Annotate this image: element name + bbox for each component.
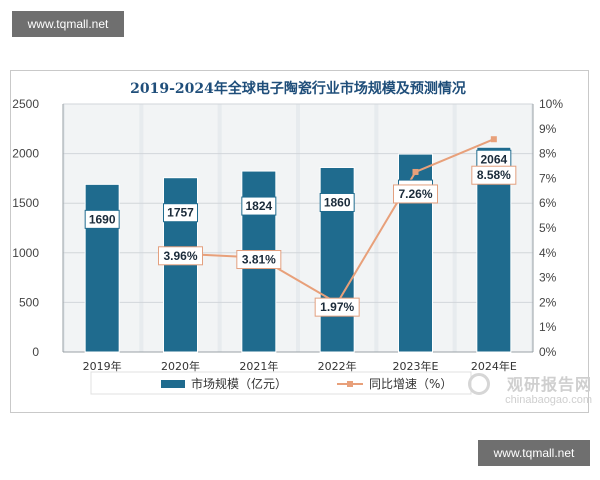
line-value-label: 1.97% — [320, 300, 354, 314]
x-axis-tick-label: 2020年 — [161, 359, 200, 373]
bar-value-label-box — [241, 196, 277, 216]
bar — [84, 183, 120, 353]
x-axis-tick-label: 2024年E — [471, 359, 517, 373]
x-axis-tick-label: 2019年 — [83, 359, 122, 373]
brand-watermark: 观研报告网 chinabaogao.com — [468, 371, 592, 411]
y2-axis-tick-label: 9% — [539, 122, 557, 136]
bar-value-label: 1860 — [324, 195, 351, 209]
line-value-label-box — [314, 297, 360, 317]
bar-value-label: 1757 — [167, 206, 194, 220]
x-axis-tick-label: 2022年 — [318, 359, 357, 373]
y2-axis-tick-label: 4% — [539, 246, 557, 260]
x-axis-tick-label: 2021年 — [239, 359, 278, 373]
legend-swatch-bars — [161, 380, 185, 388]
legend-label-bars: 市场规模（亿元） — [191, 376, 287, 391]
y2-axis-tick-label: 7% — [539, 171, 557, 185]
bar-value-label-box — [163, 203, 198, 223]
watermark-top: www.tqmall.net — [12, 11, 124, 37]
y2-axis-tick-label: 6% — [539, 196, 557, 210]
y-axis-tick-label: 2000 — [12, 147, 39, 161]
y-axis-tick-label: 0 — [32, 345, 39, 359]
bar-value-label-box — [319, 192, 355, 212]
bar-value-label: 2064 — [480, 152, 507, 166]
growth-point — [490, 136, 497, 143]
y2-axis-tick-label: 1% — [539, 320, 557, 334]
plot-background — [63, 104, 533, 352]
line-value-label-box — [158, 246, 203, 266]
y2-axis-tick-label: 8% — [539, 147, 557, 161]
y2-axis-tick-label: 10% — [539, 97, 563, 111]
chart-frame: 2019-2024年全球电子陶瓷行业市场规模及预测情况 0 500 1000 1500 2… — [10, 70, 589, 413]
line-value-label: 3.81% — [242, 253, 276, 267]
y2-axis-tick-label: 3% — [539, 271, 557, 285]
chart-title: 2019-2024年全球电子陶瓷行业市场规模及预测情况 — [130, 80, 466, 97]
y2-axis-tick-label: 2% — [539, 295, 557, 309]
watermark-bottom: www.tqmall.net — [478, 440, 590, 466]
bar-value-label: 1690 — [89, 212, 116, 226]
brand-logo-icon — [468, 373, 490, 395]
y-axis-tick-label: 2500 — [12, 97, 39, 111]
y2-axis-tick-label: 5% — [539, 221, 557, 235]
y-axis-tick-label: 1500 — [12, 196, 39, 210]
brand-url: chinabaogao.com — [505, 394, 592, 406]
growth-point — [412, 168, 419, 175]
line-value-label: 7.26% — [398, 187, 432, 201]
bar-value-label: 1824 — [245, 199, 272, 213]
y-axis-tick-label: 500 — [19, 295, 39, 309]
x-axis-tick-label: 2023年E — [393, 359, 439, 373]
y2-axis-tick-label: 0% — [539, 345, 557, 359]
bar-value-label-box — [84, 209, 120, 229]
y-axis-tick-label: 1000 — [12, 246, 39, 260]
legend-swatch-marker — [347, 381, 353, 387]
legend-label-line: 同比增速（%） — [369, 377, 452, 391]
line-value-label-box — [236, 250, 282, 270]
chart: 2019-2024年全球电子陶瓷行业市场规模及预测情况 0 500 1000 1500 2… — [12, 80, 563, 395]
line-value-label: 8.58% — [477, 168, 511, 182]
line-value-label: 3.96% — [163, 249, 197, 263]
line-value-label-box — [471, 165, 517, 185]
brand-name: 观研报告网 — [506, 377, 592, 394]
line-value-label-box — [393, 184, 438, 204]
